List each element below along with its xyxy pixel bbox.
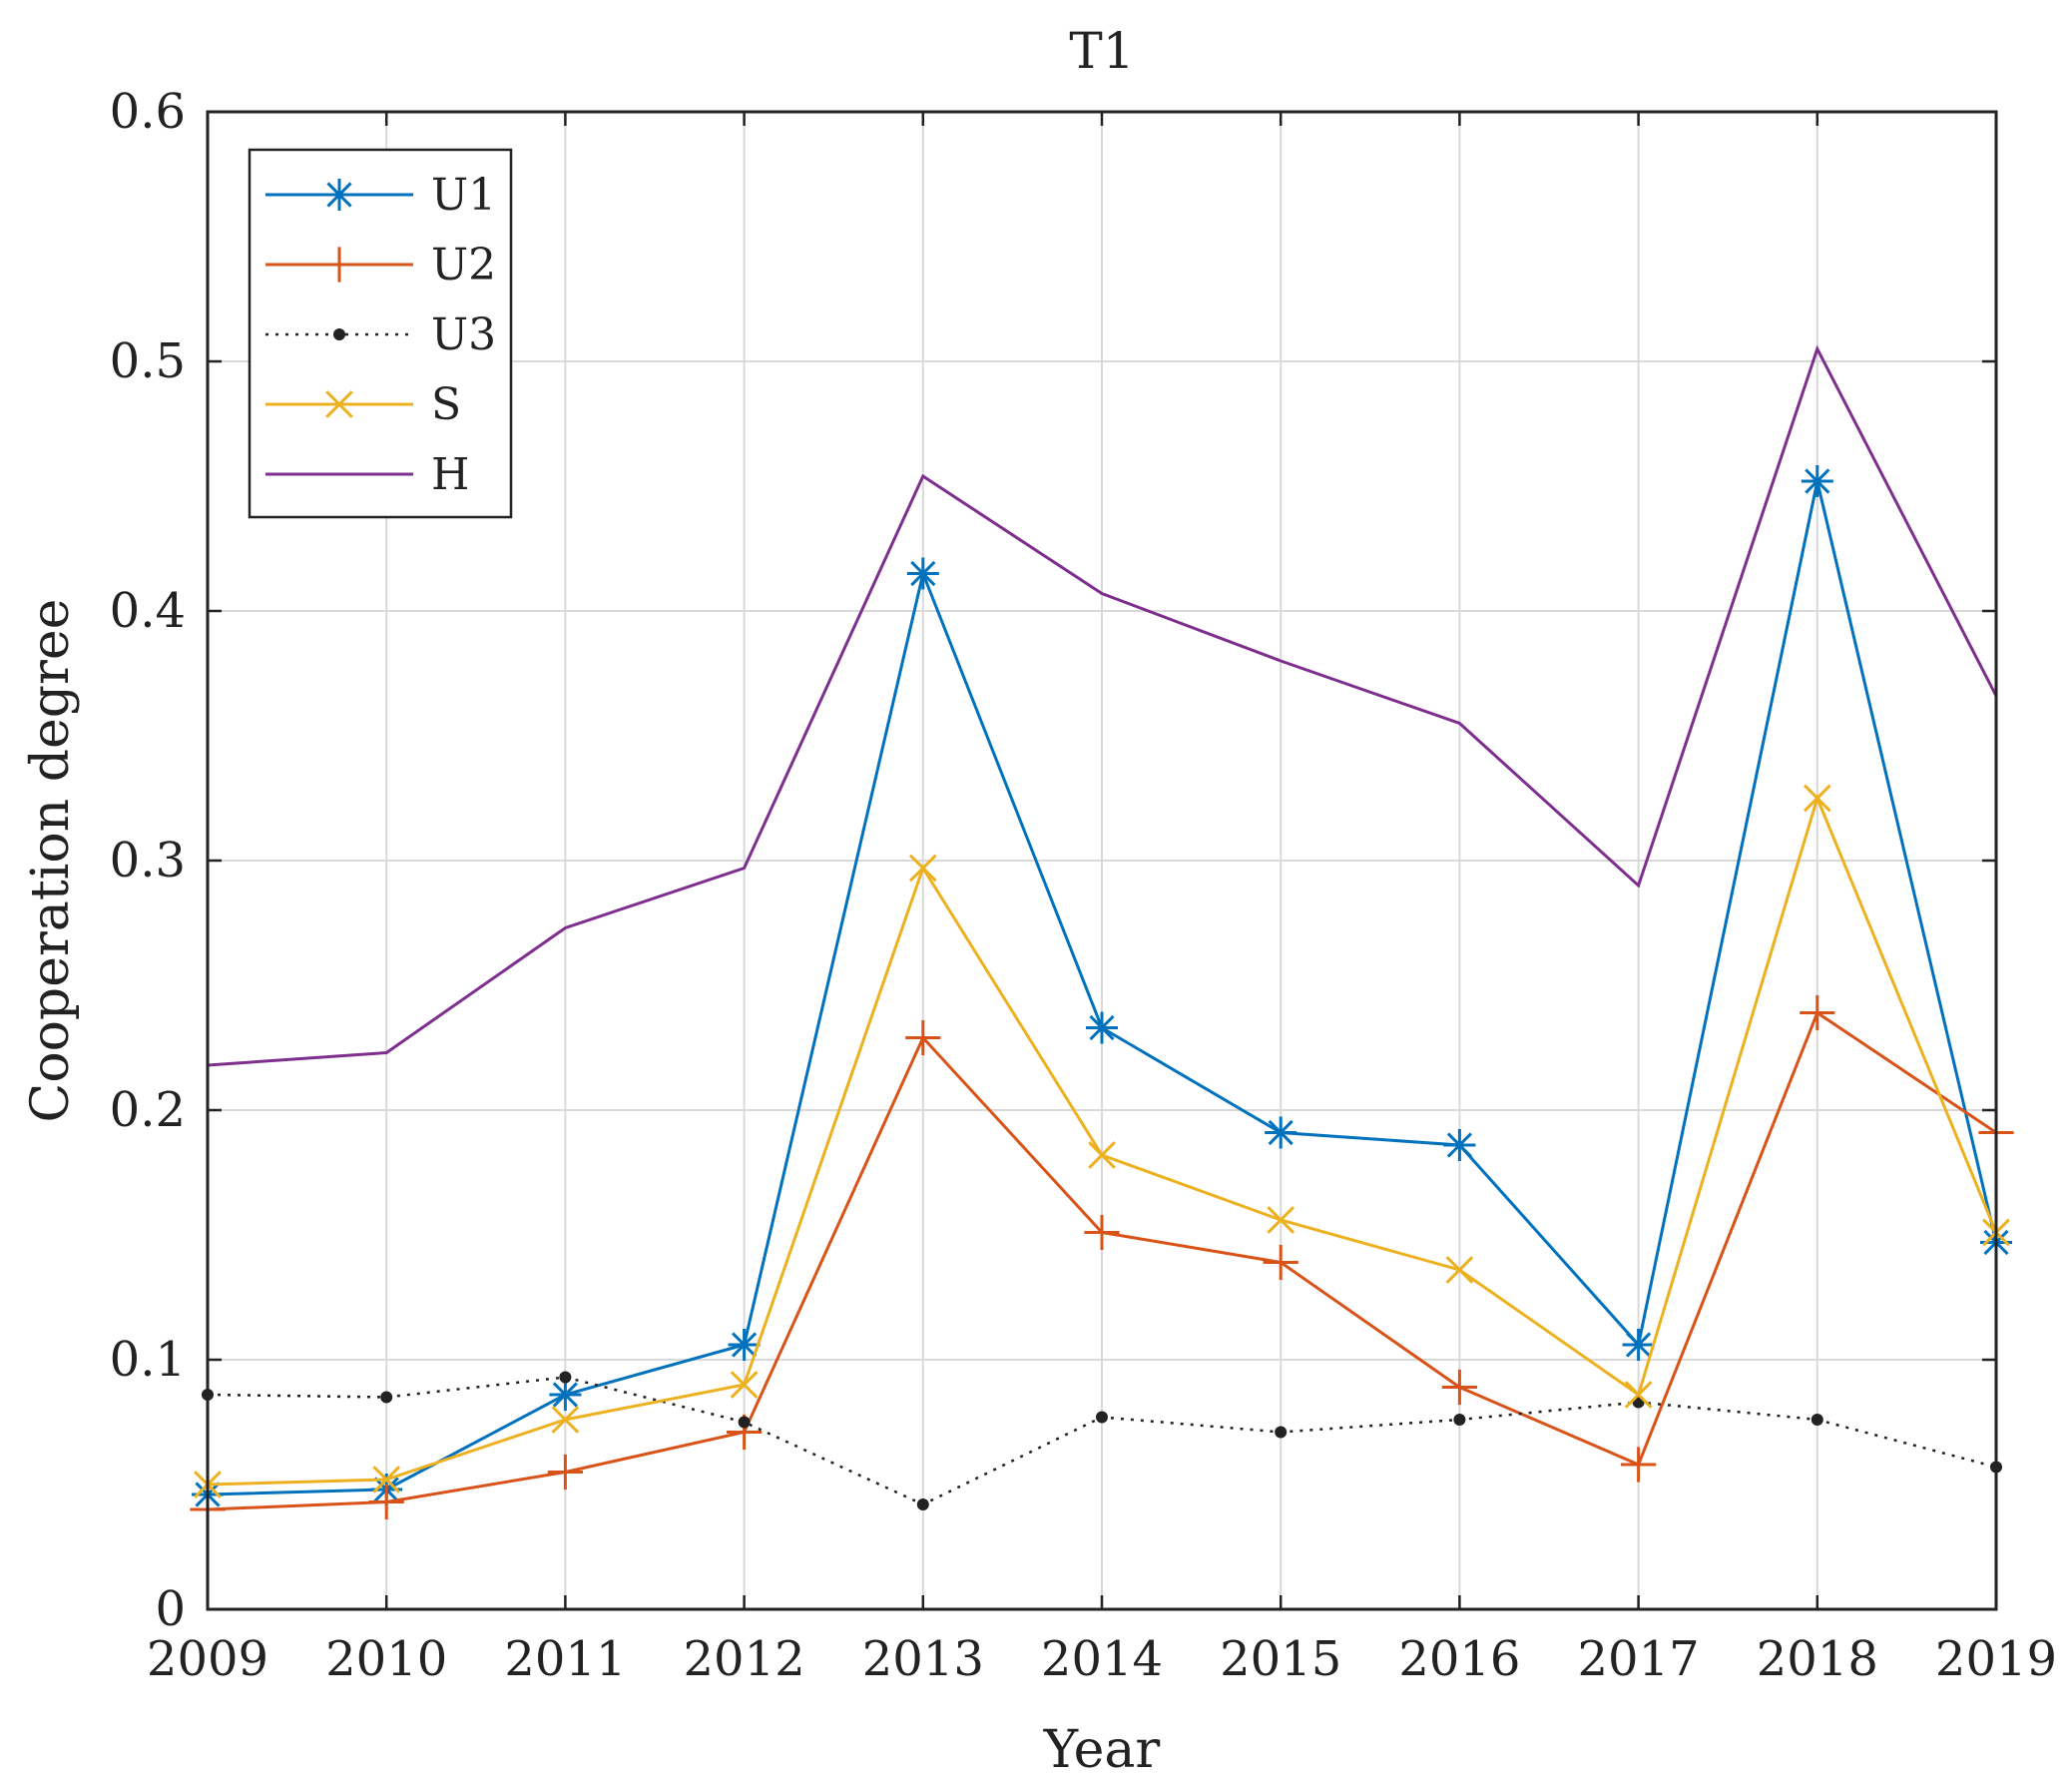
chart-title: T1 xyxy=(1069,22,1134,80)
data-point-u3 xyxy=(1275,1426,1288,1439)
x-tick-label: 2013 xyxy=(862,1631,984,1687)
legend-item-h: H xyxy=(265,449,469,500)
data-point-s xyxy=(730,1371,759,1399)
legend-label: S xyxy=(431,379,461,430)
legend-item-u1: U1 xyxy=(265,170,496,221)
series-u3 xyxy=(202,1371,2002,1510)
data-point-u1 xyxy=(549,1379,582,1411)
legend-item-s: S xyxy=(265,379,461,430)
data-point-u2 xyxy=(1263,1244,1298,1281)
series-line-h xyxy=(207,344,1998,1067)
y-tick-label: 0.3 xyxy=(110,833,186,889)
y-axis-title: Cooperation degree xyxy=(21,599,81,1123)
series-s xyxy=(194,784,2010,1498)
x-tick-label: 2012 xyxy=(684,1631,805,1687)
data-point-u3 xyxy=(1096,1411,1108,1424)
data-point-u2 xyxy=(547,1454,583,1491)
x-tick-label: 2010 xyxy=(325,1631,447,1687)
legend-label: U3 xyxy=(431,309,496,360)
data-point-s xyxy=(1624,1381,1653,1409)
legend-marker xyxy=(325,390,353,418)
legend-marker xyxy=(321,247,357,283)
data-point-s xyxy=(1267,1206,1295,1234)
y-tick-label: 0.1 xyxy=(110,1332,186,1388)
data-point-u1 xyxy=(1622,1329,1655,1361)
data-point-u2 xyxy=(368,1484,404,1520)
data-point-u2 xyxy=(1084,1214,1120,1251)
legend-marker xyxy=(323,179,355,211)
y-tick-label: 0.4 xyxy=(110,583,186,639)
data-point-s xyxy=(372,1466,401,1493)
data-point-u2 xyxy=(905,1019,941,1056)
legend: U1 U2 U3 SH xyxy=(248,148,513,519)
data-point-s xyxy=(551,1406,580,1434)
data-point-s xyxy=(908,854,937,883)
y-tick-label: 0 xyxy=(155,1581,186,1637)
data-point-u1 xyxy=(1801,465,1833,497)
data-point-u2 xyxy=(1441,1369,1477,1406)
legend-box xyxy=(248,148,513,519)
x-tick-label: 2019 xyxy=(1935,1631,2057,1687)
legend-label: H xyxy=(431,449,469,500)
data-point-u3 xyxy=(1811,1414,1823,1426)
data-point-u3 xyxy=(559,1371,572,1384)
legend-item-u3: U3 xyxy=(265,309,496,360)
legend-item-u2: U2 xyxy=(265,240,496,291)
data-point-u1 xyxy=(1443,1129,1476,1161)
x-tick-label: 2011 xyxy=(504,1631,626,1687)
data-point-s xyxy=(1803,784,1831,813)
x-tick-label: 2014 xyxy=(1041,1631,1163,1687)
series-h xyxy=(207,344,1998,1067)
y-tick-label: 0.5 xyxy=(110,333,186,389)
series-layer xyxy=(190,344,2014,1527)
data-point-u1 xyxy=(906,557,939,590)
x-tick-label: 2016 xyxy=(1398,1631,1520,1687)
x-tick-label: 2009 xyxy=(147,1631,268,1687)
x-tick-label: 2017 xyxy=(1578,1631,1700,1687)
data-point-u3 xyxy=(380,1391,393,1404)
legend-label: U2 xyxy=(431,240,496,291)
data-point-u3 xyxy=(738,1416,751,1429)
tick-layer: 2009 2010 2011 2012 2013 2014 2015 2016 2017 2018… xyxy=(110,84,2057,1687)
grid xyxy=(208,112,1996,1609)
data-point-u2 xyxy=(1800,994,1835,1031)
x-axis-title: Year xyxy=(1043,1720,1161,1780)
data-point-u2 xyxy=(1621,1447,1657,1483)
data-point-u3 xyxy=(1453,1414,1466,1426)
y-tick-label: 0.2 xyxy=(110,1082,186,1138)
data-point-s xyxy=(1088,1141,1116,1169)
data-point-u1 xyxy=(728,1329,761,1361)
y-tick-label: 0.6 xyxy=(110,84,186,140)
legend-marker xyxy=(333,328,345,340)
x-tick-label: 2015 xyxy=(1220,1631,1341,1687)
legend-label: U1 xyxy=(431,170,496,221)
data-point-u3 xyxy=(916,1498,929,1510)
data-point-u1 xyxy=(1265,1116,1297,1149)
data-point-s xyxy=(1445,1256,1474,1284)
x-tick-label: 2018 xyxy=(1757,1631,1878,1687)
data-point-u1 xyxy=(1086,1011,1118,1044)
